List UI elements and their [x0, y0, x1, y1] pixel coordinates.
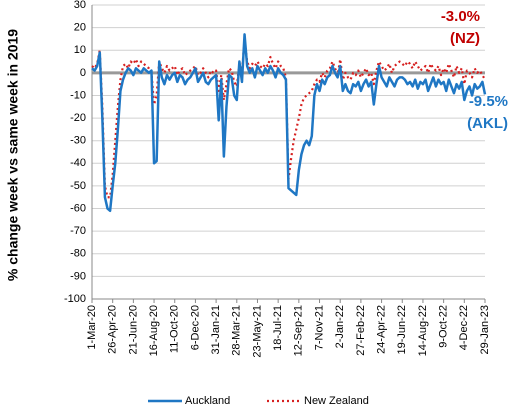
y-tick-label: -10 [70, 89, 86, 101]
x-tick-label: 2-Jan-22 [334, 305, 346, 348]
annotation: -3.0% [441, 8, 480, 25]
y-tick-label: -50 [70, 180, 86, 192]
x-tick-label: 16-Aug-20 [148, 305, 160, 356]
x-tick-label: 7-Nov-21 [313, 305, 325, 350]
legend-label: New Zealand [304, 395, 369, 407]
x-tick-label: 21-Jun-20 [127, 305, 139, 355]
x-tick-label: 27-Feb-22 [355, 305, 367, 356]
y-tick-label: -90 [70, 270, 86, 282]
x-tick-label: 1-Mar-20 [86, 305, 98, 350]
x-tick-label: 18-Jul-21 [272, 305, 284, 351]
x-tick-label: 12-Sep-21 [293, 305, 305, 356]
x-tick-label: 23-May-21 [251, 305, 263, 358]
annotation: (NZ) [450, 30, 480, 47]
x-tick-label: 29-Jan-23 [479, 305, 491, 355]
annotation: (AKL) [467, 115, 508, 132]
x-tick-label: 14-Aug-22 [417, 305, 429, 356]
x-tick-label: 11-Oct-20 [169, 305, 181, 353]
y-tick-label: -100 [64, 293, 86, 305]
y-tick-label: -70 [70, 225, 86, 237]
y-tick-label: -60 [70, 202, 86, 214]
x-tick-label: 24-Apr-22 [375, 305, 387, 354]
y-tick-label: -30 [70, 135, 86, 147]
y-tick-label: 0 [80, 67, 86, 79]
annotation: -9.5% [469, 93, 508, 110]
y-axis-title: % change week vs same week in 2019 [5, 29, 21, 281]
series-line [91, 33, 487, 213]
x-tick-label: 4-Dec-22 [458, 305, 470, 350]
y-tick-label: 20 [74, 22, 86, 34]
y-tick-label: 10 [74, 44, 86, 56]
x-tick-label: 6-Dec-20 [189, 305, 201, 350]
x-tick-label: 31-Jan-21 [210, 305, 222, 355]
x-tick-label: 28-Mar-21 [231, 305, 243, 356]
y-tick-label: -80 [70, 248, 86, 260]
x-tick-label: 19-Jun-22 [396, 305, 408, 355]
x-tick-label: 9-Oct-22 [438, 305, 450, 348]
y-tick-label: -40 [70, 157, 86, 169]
y-tick-label: -20 [70, 112, 86, 124]
y-tick-label: 30 [74, 0, 86, 11]
legend-label: Auckland [185, 395, 230, 407]
x-tick-label: 26-Apr-20 [107, 305, 119, 354]
